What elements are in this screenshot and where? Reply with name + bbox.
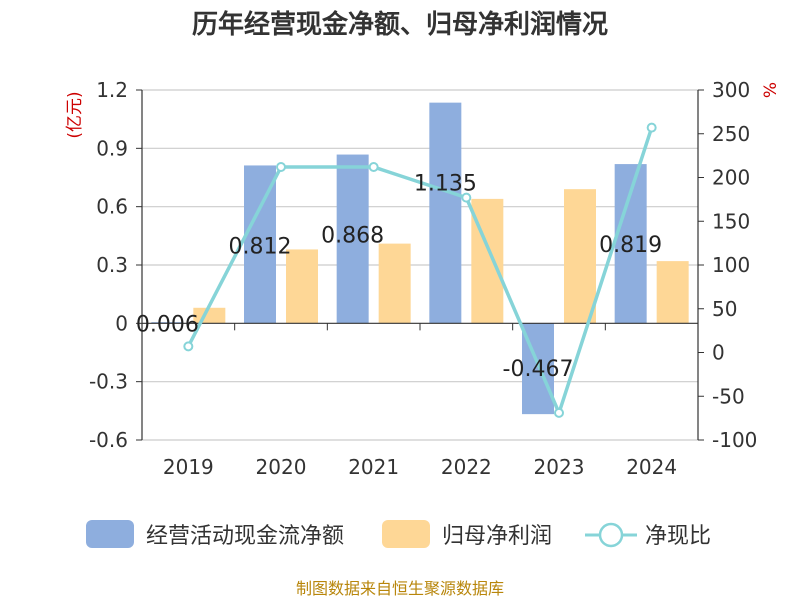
left-tick-label: -0.6 bbox=[89, 428, 128, 452]
ratio-point bbox=[461, 192, 472, 203]
left-tick-label: 0.9 bbox=[96, 136, 128, 160]
ratio-point bbox=[183, 341, 194, 352]
data-labels-layer: 0.006 0.812 0.868 1.135 -0.467 0.819 bbox=[136, 172, 662, 383]
x-tick-label: 2020 bbox=[256, 455, 307, 479]
source-note: 制图数据来自恒生聚源数据库 bbox=[296, 579, 504, 598]
cashflow-bar bbox=[244, 165, 276, 324]
grid-lines bbox=[142, 89, 698, 441]
legend-marker bbox=[598, 522, 624, 548]
legend[interactable]: 经营活动现金流净额 归母净利润 净现比 bbox=[86, 520, 711, 549]
ratio-line bbox=[186, 127, 654, 415]
axes-layer: -0.6 -0.3 0 0.3 0.6 0.9 1.2 -100 -50 0 50 100 150 200… bbox=[89, 78, 757, 479]
legend-item-profit[interactable]: 归母净利润 bbox=[382, 520, 552, 549]
legend-label: 经营活动现金流净额 bbox=[146, 524, 344, 549]
ratio-point bbox=[646, 122, 657, 133]
cashflow-value-label: 0.812 bbox=[229, 234, 292, 259]
legend-swatch bbox=[86, 520, 134, 548]
profit-bar bbox=[286, 249, 318, 324]
right-tick-label: 300 bbox=[712, 78, 750, 102]
ratio-point bbox=[276, 162, 286, 172]
cashflow-value-label: 0.819 bbox=[599, 233, 662, 258]
ratio-point bbox=[368, 162, 379, 172]
x-tick-label: 2022 bbox=[441, 455, 492, 479]
bars-layer bbox=[151, 102, 689, 415]
legend-label: 归母净利润 bbox=[442, 524, 552, 549]
x-tick-label: 2021 bbox=[348, 455, 399, 479]
legend-swatch bbox=[382, 520, 430, 548]
legend-label: 净现比 bbox=[645, 524, 711, 549]
cashflow-value-label: 0.006 bbox=[136, 312, 199, 337]
profit-bar bbox=[564, 189, 596, 324]
x-tick-label: 2019 bbox=[163, 455, 214, 479]
left-tick-label: -0.3 bbox=[89, 370, 128, 394]
right-tick-label: 250 bbox=[712, 122, 750, 146]
left-tick-label: 0.6 bbox=[96, 195, 128, 219]
x-tick-label: 2024 bbox=[626, 455, 677, 479]
ratio-point bbox=[554, 407, 564, 418]
ratio-line-layer bbox=[183, 122, 657, 418]
right-tick-label: -100 bbox=[712, 428, 757, 452]
right-tick-label: 50 bbox=[712, 297, 737, 321]
right-tick-label: -50 bbox=[712, 384, 745, 408]
chart-title: 历年经营现金净额、归母净利润情况 bbox=[192, 9, 608, 40]
cashflow-bar bbox=[336, 154, 369, 324]
legend-item-ratio[interactable]: 净现比 bbox=[585, 522, 711, 549]
left-tick-label: 0 bbox=[115, 311, 128, 335]
profit-bar bbox=[378, 243, 411, 324]
x-tick-label: 2023 bbox=[534, 455, 585, 479]
cashflow-bar bbox=[429, 102, 462, 324]
right-tick-label: 150 bbox=[712, 209, 750, 233]
right-axis-unit: % bbox=[761, 82, 781, 98]
cashflow-value-label: -0.467 bbox=[503, 357, 574, 382]
profit-bar bbox=[656, 261, 689, 324]
legend-item-cashflow[interactable]: 经营活动现金流净额 bbox=[86, 520, 344, 549]
left-tick-label: 0.3 bbox=[96, 253, 128, 277]
right-tick-label: 200 bbox=[712, 166, 750, 190]
right-tick-label: 100 bbox=[712, 253, 750, 277]
cashflow-value-label: 1.135 bbox=[414, 172, 477, 197]
right-tick-label: 0 bbox=[712, 341, 725, 365]
cashflow-value-label: 0.868 bbox=[321, 224, 384, 249]
left-axis-unit: (亿元) bbox=[65, 91, 85, 138]
left-tick-label: 1.2 bbox=[96, 78, 128, 102]
